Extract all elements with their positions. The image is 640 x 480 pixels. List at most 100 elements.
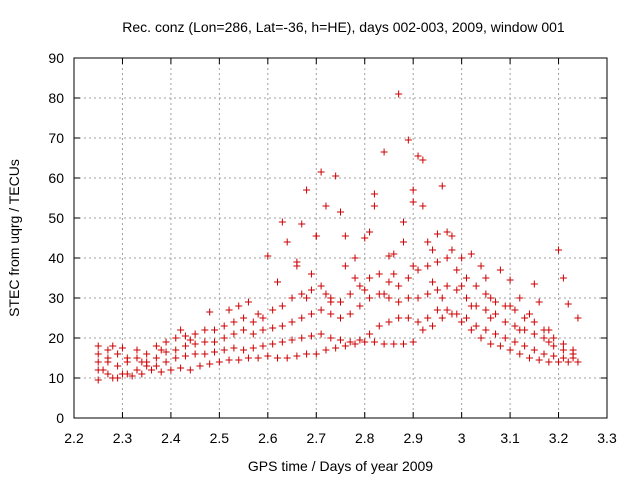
data-point <box>167 366 175 374</box>
data-point <box>157 368 165 376</box>
data-point <box>399 218 407 226</box>
data-point <box>477 262 485 270</box>
data-point <box>458 254 466 262</box>
data-point <box>443 282 451 290</box>
data-point <box>312 232 320 240</box>
data-point <box>414 152 422 160</box>
data-point <box>114 362 122 370</box>
data-point <box>322 290 330 298</box>
data-point <box>177 326 185 334</box>
data-point <box>545 358 553 366</box>
data-point <box>404 274 412 282</box>
x-tick-label: 3.1 <box>500 430 520 446</box>
data-point <box>501 334 509 342</box>
data-point <box>496 342 504 350</box>
data-point <box>540 350 548 358</box>
data-point <box>240 314 248 322</box>
data-point <box>409 198 417 206</box>
data-point <box>366 274 374 282</box>
x-axis-label: GPS time / Days of year 2009 <box>248 458 433 474</box>
chart-title: Rec. conz (Lon=286, Lat=-36, h=HE), days… <box>122 19 565 35</box>
data-point <box>390 270 398 278</box>
data-point <box>346 310 354 318</box>
data-point <box>535 298 543 306</box>
data-point <box>283 354 291 362</box>
data-point <box>303 186 311 194</box>
data-point <box>559 346 567 354</box>
data-point <box>288 294 296 302</box>
data-point <box>264 252 272 260</box>
data-point <box>269 306 277 314</box>
data-point <box>94 342 102 350</box>
data-point <box>366 330 374 338</box>
data-point <box>307 286 315 294</box>
data-point <box>370 338 378 346</box>
data-point <box>303 350 311 358</box>
data-point <box>511 306 519 314</box>
data-point <box>375 322 383 330</box>
data-point <box>467 302 475 310</box>
data-point <box>206 308 214 316</box>
data-point <box>540 334 548 342</box>
data-point <box>123 354 131 362</box>
data-point <box>496 266 504 274</box>
data-point <box>433 286 441 294</box>
data-point <box>530 318 538 326</box>
data-point <box>337 314 344 322</box>
data-point <box>244 298 252 306</box>
data-point <box>293 262 301 270</box>
data-point <box>438 314 446 322</box>
data-points <box>94 90 582 384</box>
data-point <box>298 290 306 298</box>
data-point <box>143 350 151 358</box>
data-point <box>409 186 417 194</box>
data-point <box>211 348 219 356</box>
data-point <box>511 338 519 346</box>
data-point <box>259 314 267 322</box>
data-point <box>424 238 432 246</box>
data-point <box>332 172 340 180</box>
data-point <box>429 322 437 330</box>
data-point <box>462 274 470 282</box>
data-point <box>530 280 538 288</box>
data-point <box>438 294 446 302</box>
data-point <box>230 318 238 326</box>
data-point <box>211 326 219 334</box>
data-point <box>312 350 320 358</box>
data-point <box>162 348 170 356</box>
data-point <box>555 246 563 254</box>
data-point <box>298 220 306 228</box>
data-point <box>230 330 238 338</box>
data-point <box>181 342 189 350</box>
data-point <box>443 228 451 236</box>
data-point <box>516 294 524 302</box>
data-point <box>278 302 286 310</box>
data-point <box>346 290 354 298</box>
data-point <box>181 352 189 360</box>
data-point <box>337 298 344 306</box>
data-point <box>274 278 282 286</box>
data-point <box>133 346 141 354</box>
data-point <box>133 366 141 374</box>
x-tick-label: 2.2 <box>64 430 84 446</box>
data-point <box>148 366 156 374</box>
data-point <box>307 270 315 278</box>
data-point <box>453 310 461 318</box>
y-tick-label: 60 <box>48 170 64 186</box>
axis-ticks: 2.2 2.3 2.4 2.5 2.6 2.7 2.8 2.9 3 3.1 3.2 3.3 0 10 20 3… <box>48 50 617 446</box>
y-tick-label: 30 <box>48 290 64 306</box>
data-point <box>123 370 131 378</box>
data-point <box>516 326 524 334</box>
data-point <box>550 334 558 342</box>
data-point <box>395 298 403 306</box>
data-point <box>404 136 412 144</box>
data-point <box>133 354 141 362</box>
data-point <box>414 294 422 302</box>
data-point <box>341 342 349 350</box>
data-point <box>501 318 509 326</box>
data-point <box>269 324 277 332</box>
data-point <box>128 372 136 380</box>
data-point <box>472 282 480 290</box>
data-point <box>433 306 441 314</box>
data-point <box>181 332 189 340</box>
